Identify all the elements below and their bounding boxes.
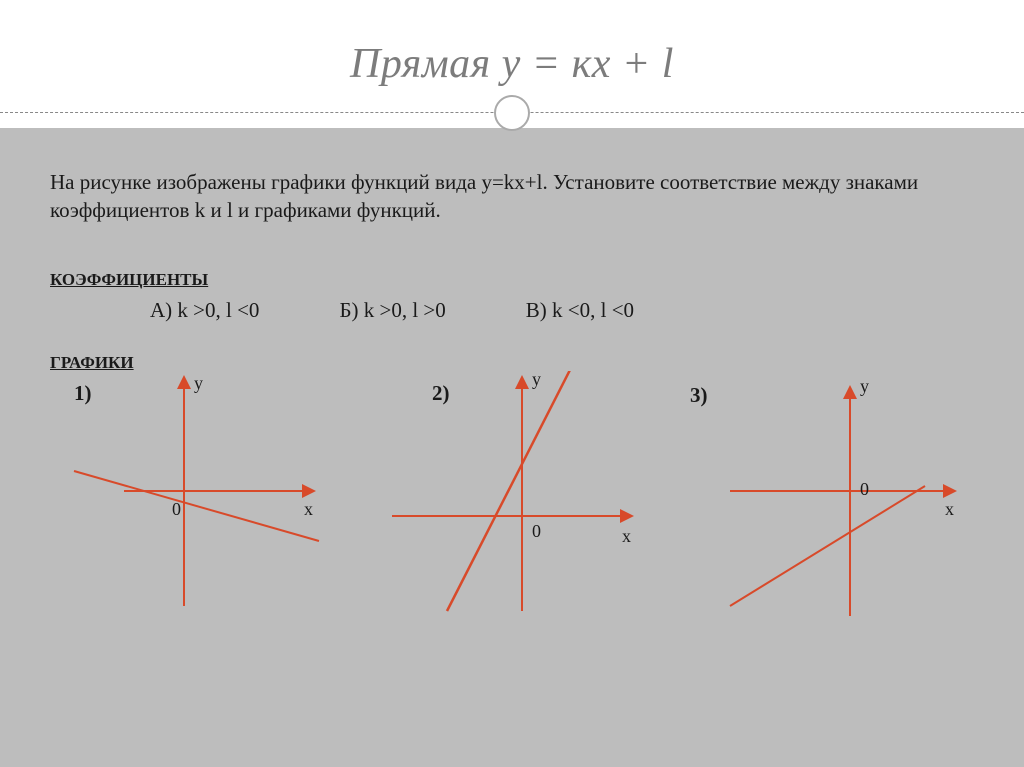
function-line — [730, 486, 925, 606]
x-axis-label: х — [945, 499, 954, 520]
slide-title: Прямая у = кх + l — [350, 40, 674, 88]
coefficients-row: КОЭФФИЦИЕНТЫ — [50, 270, 974, 298]
function-line — [74, 471, 319, 541]
divider-circle — [494, 95, 530, 131]
header: Прямая у = кх + l — [0, 0, 1024, 128]
option-a: А) k >0, l <0 — [150, 298, 259, 323]
graphs-row: 1) у х 0 2) у х 0 3) у — [50, 371, 974, 631]
y-axis-label: у — [194, 373, 203, 394]
y-axis-label: у — [860, 376, 869, 397]
graph-3: 3) у х 0 — [680, 371, 960, 631]
origin-label: 0 — [532, 521, 541, 542]
coefficients-label: КОЭФФИЦИЕНТЫ — [50, 270, 208, 290]
body: На рисунке изображены графики функций ви… — [0, 128, 1024, 767]
graph-number: 3) — [690, 383, 708, 408]
graphs-label: ГРАФИКИ — [50, 353, 974, 373]
graph-svg — [64, 371, 344, 631]
origin-label: 0 — [860, 479, 869, 500]
slide: Прямая у = кх + l На рисунке изображены … — [0, 0, 1024, 767]
y-axis-label: у — [532, 369, 541, 390]
graph-number: 2) — [432, 381, 450, 406]
graph-1: 1) у х 0 — [64, 371, 344, 631]
option-v: В) k <0, l <0 — [526, 298, 634, 323]
graph-svg — [680, 371, 960, 631]
task-text: На рисунке изображены графики функций ви… — [50, 168, 974, 225]
graph-svg — [372, 371, 652, 631]
x-axis-label: х — [622, 526, 631, 547]
function-line — [447, 371, 572, 611]
coefficient-options: А) k >0, l <0 Б) k >0, l >0 В) k <0, l <… — [150, 298, 974, 323]
origin-label: 0 — [172, 499, 181, 520]
option-b: Б) k >0, l >0 — [339, 298, 445, 323]
graph-2: 2) у х 0 — [372, 371, 652, 631]
graph-number: 1) — [74, 381, 92, 406]
x-axis-label: х — [304, 499, 313, 520]
